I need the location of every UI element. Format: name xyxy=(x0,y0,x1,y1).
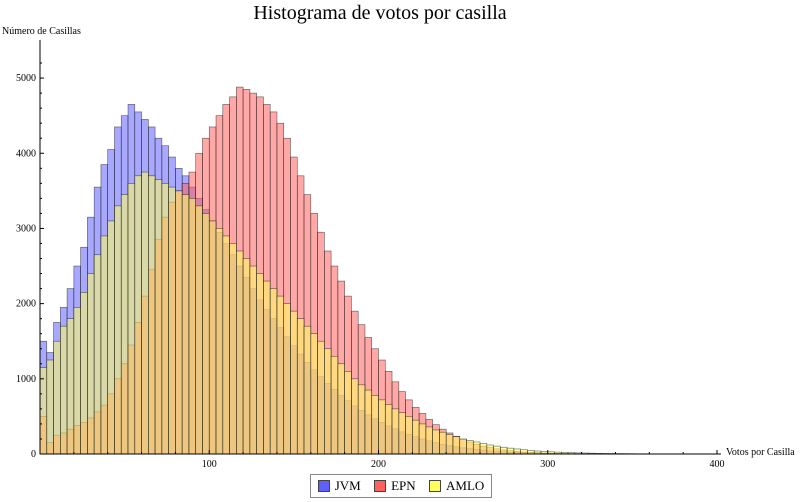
bar-amlo-65 xyxy=(479,443,488,455)
bar-amlo-32 xyxy=(256,273,264,455)
bar-amlo-13 xyxy=(127,183,136,455)
bar-amlo-57 xyxy=(425,426,433,455)
x-tick-label-200: 200 xyxy=(371,459,386,470)
bar-amlo-70 xyxy=(513,448,521,455)
bar-amlo-56 xyxy=(418,423,427,455)
bar-amlo-0 xyxy=(39,367,48,455)
bar-amlo-42 xyxy=(324,348,332,455)
legend-swatch-amlo xyxy=(429,480,442,492)
bar-amlo-26 xyxy=(215,228,224,455)
bar-amlo-3 xyxy=(60,325,68,455)
bar-amlo-15 xyxy=(141,171,149,455)
bar-amlo-68 xyxy=(500,446,508,455)
bar-amlo-35 xyxy=(276,295,285,455)
legend-swatch-epn xyxy=(374,480,387,492)
legend-label-amlo: AMLO xyxy=(446,478,485,493)
legend-item-amlo: AMLO xyxy=(429,478,484,494)
y-tick-label-3000: 3000 xyxy=(16,223,36,234)
bar-amlo-66 xyxy=(486,444,494,455)
bar-amlo-37 xyxy=(290,310,298,455)
bar-amlo-61 xyxy=(452,436,461,455)
bar-amlo-54 xyxy=(405,416,413,455)
bar-amlo-27 xyxy=(222,235,230,455)
bar-amlo-9 xyxy=(100,235,109,455)
bar-amlo-67 xyxy=(493,445,501,455)
y-axis-label: Número de Casillas xyxy=(2,26,81,37)
bar-amlo-17 xyxy=(154,179,163,455)
legend-label-jvm: JVM xyxy=(334,478,361,493)
bar-amlo-52 xyxy=(391,408,400,455)
bar-amlo-21 xyxy=(181,194,190,455)
bar-amlo-29 xyxy=(236,250,244,455)
bar-amlo-10 xyxy=(107,220,115,455)
bar-amlo-24 xyxy=(202,213,210,455)
legend-item-jvm: JVM xyxy=(317,478,361,494)
series-amlo xyxy=(39,171,704,455)
bar-amlo-63 xyxy=(466,440,474,455)
bar-amlo-48 xyxy=(364,389,373,455)
bar-amlo-47 xyxy=(357,384,366,455)
y-tick-label-2000: 2000 xyxy=(16,299,36,310)
bar-amlo-30 xyxy=(242,258,251,455)
bar-amlo-25 xyxy=(208,220,217,455)
bar-amlo-39 xyxy=(303,325,312,455)
bar-amlo-58 xyxy=(432,429,440,455)
bar-amlo-44 xyxy=(337,363,345,455)
x-axis-label: Votos por Casilla xyxy=(726,447,795,458)
y-tick-label-5000: 5000 xyxy=(16,73,36,84)
legend-label-epn: EPN xyxy=(391,478,416,493)
legend-swatch-jvm xyxy=(317,480,330,492)
bar-amlo-5 xyxy=(73,307,81,455)
x-tick-label-300: 300 xyxy=(540,459,555,470)
legend: JVM EPN AMLO xyxy=(310,474,492,498)
bar-amlo-33 xyxy=(263,280,271,455)
bar-amlo-62 xyxy=(459,438,467,455)
bar-amlo-14 xyxy=(134,175,142,455)
bar-amlo-49 xyxy=(371,395,379,455)
bar-amlo-60 xyxy=(445,434,454,455)
bar-amlo-69 xyxy=(506,447,515,455)
chart-title: Histograma de votos por casilla xyxy=(253,2,507,24)
bar-amlo-41 xyxy=(317,340,325,455)
bar-amlo-12 xyxy=(120,194,129,455)
bar-amlo-46 xyxy=(351,378,359,455)
bar-amlo-31 xyxy=(249,265,257,455)
y-tick-label-4000: 4000 xyxy=(16,148,36,159)
bar-amlo-51 xyxy=(384,404,393,455)
bar-amlo-36 xyxy=(283,303,291,455)
x-tick-label-400: 400 xyxy=(710,459,725,470)
bar-amlo-7 xyxy=(87,273,95,455)
bar-amlo-71 xyxy=(520,449,528,455)
bar-amlo-38 xyxy=(296,318,305,455)
bar-amlo-1 xyxy=(46,359,54,455)
y-tick-label-1000: 1000 xyxy=(16,374,36,385)
bar-amlo-40 xyxy=(310,333,318,455)
bar-amlo-20 xyxy=(175,190,183,455)
bar-amlo-59 xyxy=(439,431,447,455)
bar-amlo-64 xyxy=(472,441,481,455)
bar-amlo-53 xyxy=(398,412,406,455)
bar-amlo-34 xyxy=(269,288,278,455)
bar-amlo-22 xyxy=(188,198,197,455)
bar-amlo-23 xyxy=(195,205,203,455)
bar-amlo-19 xyxy=(168,186,176,455)
bar-amlo-28 xyxy=(229,243,237,455)
bar-amlo-50 xyxy=(378,399,386,455)
bar-amlo-72 xyxy=(527,450,535,455)
y-tick-label-0: 0 xyxy=(31,449,36,460)
x-tick-label-100: 100 xyxy=(202,459,217,470)
bar-amlo-8 xyxy=(93,254,102,455)
bar-amlo-55 xyxy=(412,419,420,455)
bar-amlo-11 xyxy=(114,205,122,455)
legend-item-epn: EPN xyxy=(374,478,416,494)
bar-amlo-45 xyxy=(344,370,352,455)
bar-amlo-16 xyxy=(148,175,156,455)
bar-amlo-4 xyxy=(66,318,75,455)
bar-amlo-43 xyxy=(330,355,339,455)
bar-amlo-18 xyxy=(161,183,169,455)
bar-amlo-6 xyxy=(80,292,88,455)
bar-amlo-2 xyxy=(53,340,61,455)
